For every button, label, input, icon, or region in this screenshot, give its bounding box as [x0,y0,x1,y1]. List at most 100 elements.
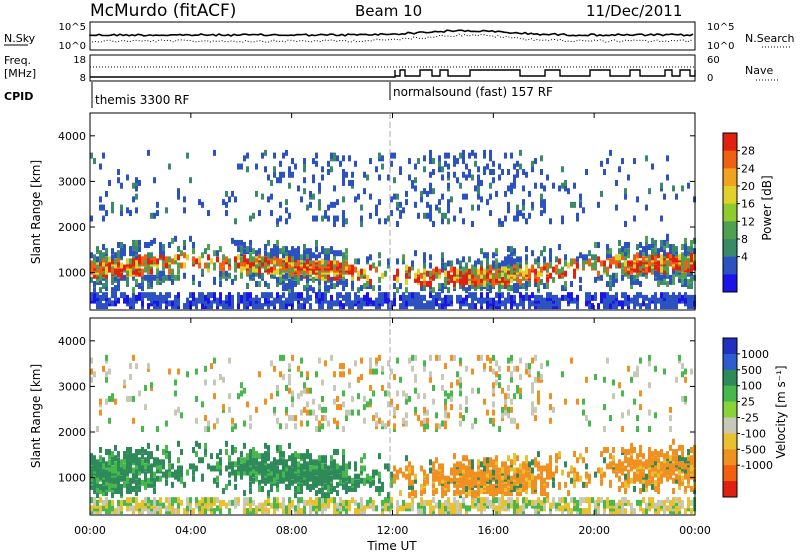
heatmap-cell [345,297,348,304]
heatmap-cell [444,300,447,307]
heatmap-cell [285,423,288,430]
heatmap-cell [348,179,351,186]
heatmap-cell [456,158,459,165]
heatmap-cell [513,258,516,265]
heatmap-cell [222,266,225,273]
heatmap-cell [408,483,411,490]
heatmap-cell [624,188,627,195]
heatmap-cell [354,266,357,273]
noise-left-tick-bottom: 10^0 [59,41,86,52]
heatmap-cell [294,465,297,472]
heatmap-cell [207,262,210,269]
heatmap-cell [450,266,453,273]
heatmap-cell [264,499,267,506]
heatmap-cell [495,371,498,378]
heatmap-cell [279,371,282,378]
heatmap-cell [90,497,93,504]
heatmap-cell [318,182,321,189]
heatmap-cell [315,152,318,159]
heatmap-cell [501,497,504,504]
heatmap-cell [114,461,117,468]
heatmap-cell [423,294,426,301]
heatmap-cell [399,490,402,497]
heatmap-cell [315,239,318,246]
heatmap-cell [447,260,450,267]
heatmap-cell [666,252,669,259]
heatmap-cell [474,303,477,310]
heatmap-cell [342,252,345,259]
heatmap-cell [111,465,114,472]
heatmap-cell [540,475,543,482]
heatmap-cell [396,473,399,480]
heatmap-cell [432,287,435,294]
heatmap-cell [354,160,357,167]
heatmap-cell [546,283,549,290]
heatmap-cell [204,365,207,372]
heatmap-cell [390,398,393,405]
heatmap-cell [126,497,129,504]
heatmap-cell [327,254,330,261]
heatmap-cell [417,212,420,219]
heatmap-cell [519,505,522,512]
heatmap-cell [387,390,390,397]
heatmap-cell [603,376,606,383]
heatmap-cell [174,235,177,242]
heatmap-cell [510,398,513,405]
heatmap-cell [174,254,177,261]
heatmap-cell [450,294,453,301]
heatmap-cell [630,455,633,462]
heatmap-cell [444,294,447,301]
heatmap-cell [681,294,684,301]
heatmap-cell [96,485,99,492]
heatmap-cell [168,502,171,509]
heatmap-cell [396,390,399,397]
heatmap-cell [465,287,468,294]
heatmap-cell [585,376,588,383]
heatmap-cell [309,268,312,275]
heatmap-cell [426,473,429,480]
heatmap-cell [153,481,156,488]
heatmap-cell [249,481,252,488]
heatmap-cell [405,190,408,197]
heatmap-cell [99,483,102,490]
heatmap-cell [450,404,453,411]
heatmap-cell [132,395,135,402]
heatmap-cell [267,477,270,484]
heatmap-cell [291,292,294,299]
heatmap-cell [540,278,543,285]
heatmap-cell [657,481,660,488]
heatmap-cell [444,490,447,497]
heatmap-cell [165,292,168,299]
heatmap-cell [477,174,480,181]
heatmap-cell [123,499,126,506]
heatmap-cell [510,264,513,271]
heatmap-cell [408,270,411,277]
heatmap-cell [438,272,441,279]
heatmap-cell [276,252,279,259]
heatmap-cell [681,499,684,506]
heatmap-cell [123,250,126,257]
heatmap-cell [387,492,390,499]
heatmap-cell [606,357,609,364]
heatmap-cell [252,266,255,273]
heatmap-cell [309,294,312,301]
heatmap-cell [561,215,564,222]
heatmap-cell [681,451,684,458]
heatmap-cell [306,248,309,255]
heatmap-cell [93,297,96,304]
heatmap-cell [408,297,411,304]
heatmap-cell [687,246,690,253]
heatmap-cell [234,483,237,490]
heatmap-cell [420,497,423,504]
heatmap-cell [504,461,507,468]
heatmap-cell [453,171,456,178]
heatmap-cell [105,376,108,383]
heatmap-cell [453,463,456,470]
heatmap-cell [189,300,192,307]
heatmap-cell [228,258,231,265]
heatmap-cell [621,274,624,281]
heatmap-cell [489,169,492,176]
heatmap-cell [306,453,309,460]
heatmap-cell [231,449,234,456]
heatmap-cell [570,280,573,287]
